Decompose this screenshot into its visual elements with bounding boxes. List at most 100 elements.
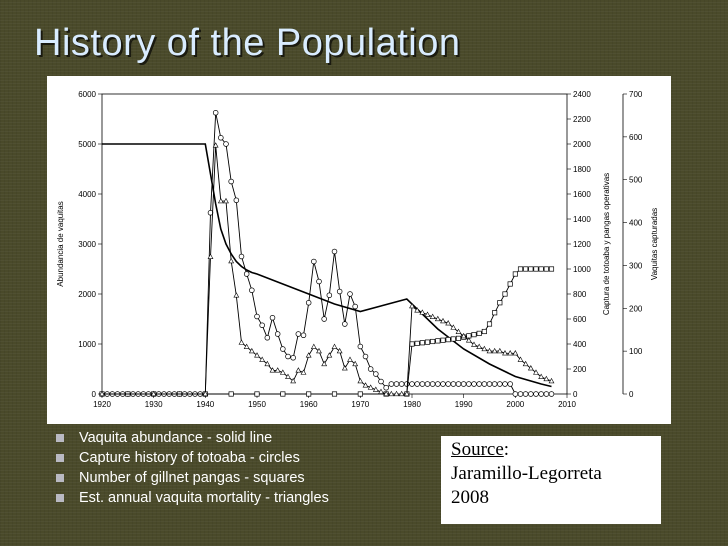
circle-point <box>471 381 477 387</box>
y-left-tick-label: 2000 <box>78 290 96 299</box>
bullet-text: Capture history of totoaba - circles <box>79 450 300 466</box>
circle-point <box>548 391 555 397</box>
circle-point <box>228 178 234 185</box>
circle-point <box>218 134 224 141</box>
circle-point <box>398 381 405 387</box>
circle-point <box>357 343 364 350</box>
triangle-point <box>414 307 421 313</box>
triangle-point <box>259 356 266 362</box>
circle-point <box>367 366 374 372</box>
triangle-point <box>316 347 322 354</box>
y-outer-tick-label: 300 <box>629 261 643 270</box>
triangle-point <box>372 386 379 392</box>
circle-point <box>352 303 358 310</box>
square-point <box>512 271 518 277</box>
x-tick-label: 1980 <box>403 400 421 409</box>
circle-point <box>414 381 420 387</box>
triangle-point <box>476 343 483 349</box>
y-outer-tick-label: 700 <box>629 90 643 99</box>
square-bullet-icon <box>56 494 64 502</box>
circle-point <box>543 391 550 397</box>
triangle-point <box>352 360 359 367</box>
circle-point <box>409 381 415 387</box>
triangle-point <box>419 309 426 315</box>
triangle-point <box>217 197 224 204</box>
square-point <box>254 391 260 397</box>
y-left-tick-label: 5000 <box>78 140 96 149</box>
circle-point <box>429 381 436 387</box>
circle-point <box>280 346 286 352</box>
circle-point <box>517 391 524 397</box>
circle-point <box>538 391 544 397</box>
square-point <box>419 340 425 346</box>
circle-point <box>455 381 462 387</box>
y-left-tick-label: 1000 <box>78 340 96 349</box>
circle-point <box>223 141 229 147</box>
square-point <box>409 341 415 347</box>
series-line-abundance <box>102 143 552 388</box>
series-line-circle <box>102 112 552 395</box>
circle-point <box>249 287 255 294</box>
triangle-point <box>398 390 405 397</box>
circle-point <box>393 381 400 387</box>
square-point <box>486 321 493 327</box>
population-chart: 1920 1930 1940 1950 1960 1970 1980 1990 2000 2010… <box>47 76 671 424</box>
source-colon: : <box>503 439 510 460</box>
triangle-point <box>424 311 431 317</box>
circle-point <box>450 381 457 387</box>
triangle-point <box>507 350 514 356</box>
triangle-point <box>393 390 400 397</box>
square-point <box>481 328 487 335</box>
square-bullet-icon <box>56 454 64 462</box>
triangle-point <box>310 343 317 349</box>
triangle-point <box>248 347 255 354</box>
triangle-point <box>362 382 369 388</box>
bullet-item: Capture history of totoaba - circles <box>55 448 329 468</box>
triangle-point <box>326 352 333 358</box>
x-tick-label: 2000 <box>506 400 524 409</box>
triangle-point <box>269 367 276 373</box>
circle-point <box>383 385 389 391</box>
triangle-point <box>367 384 374 390</box>
y-right-tick-label: 0 <box>573 390 578 399</box>
circle-point <box>233 197 240 203</box>
chart-svg: 1920 1930 1940 1950 1960 1970 1980 1990 2000 2010… <box>56 90 659 409</box>
triangle-point <box>465 337 472 343</box>
x-tick-label: 1940 <box>196 400 214 409</box>
square-point <box>471 332 477 338</box>
circle-point <box>311 258 317 265</box>
circle-point <box>507 381 513 387</box>
circle-point <box>404 381 410 387</box>
x-tick-label: 1960 <box>300 400 318 409</box>
x-tick-label: 2010 <box>558 400 576 409</box>
y-outer-tick-label: 0 <box>629 390 634 399</box>
y-right-tick-label: 2000 <box>573 140 591 149</box>
square-point <box>445 337 451 343</box>
square-point <box>497 300 503 306</box>
triangle-point <box>150 390 157 397</box>
triangle-point <box>238 339 245 345</box>
square-point <box>306 391 312 397</box>
circle-point <box>269 315 276 321</box>
square-point <box>476 330 482 336</box>
square-bullet-icon <box>56 434 64 442</box>
triangle-point <box>517 356 524 362</box>
y-outer-tick-label: 200 <box>629 304 643 313</box>
triangle-point <box>429 313 436 319</box>
triangle-point <box>512 350 519 356</box>
triangle-point <box>378 388 384 394</box>
circle-point <box>316 278 322 285</box>
triangle-point <box>409 302 415 309</box>
x-tick-label: 1930 <box>145 400 163 409</box>
circle-point <box>362 353 369 360</box>
square-point <box>543 266 549 272</box>
circle-point <box>486 381 493 387</box>
triangle-point <box>445 320 452 326</box>
y-outer-tick-label: 600 <box>629 133 643 142</box>
triangle-point <box>279 369 286 375</box>
triangle-point <box>290 377 297 384</box>
y-outer-tick-label: 400 <box>629 219 643 228</box>
y-right-axis-title: Captura de totoaba y pangas operativas <box>602 173 611 315</box>
bullet-item: Vaquita abundance - solid line <box>55 428 329 448</box>
square-point <box>523 266 529 272</box>
